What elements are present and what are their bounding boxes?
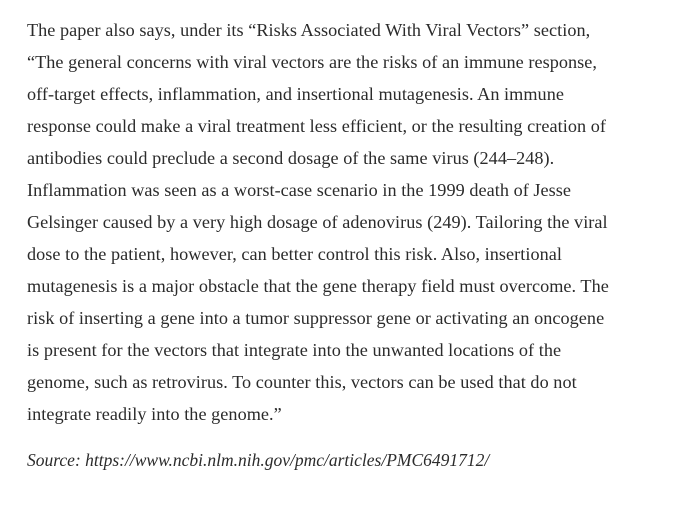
paragraph-line: Inflammation was seen as a worst-case sc… [27,180,572,200]
paragraph-line: Gelsinger caused by a very high dosage o… [27,212,608,232]
paragraph-line: integrate readily into the genome.” [27,404,282,424]
paragraph-line: off-target effects, inflammation, and in… [27,84,564,104]
paragraph-line: risk of inserting a gene into a tumor su… [27,308,605,328]
quote-paragraph: The paper also says, under its “Risks As… [27,14,667,430]
paragraph-line: The paper also says, under its “Risks As… [27,20,591,40]
article-body: The paper also says, under its “Risks As… [27,14,667,474]
paragraph-line: dose to the patient, however, can better… [27,244,562,264]
paragraph-line: mutagenesis is a major obstacle that the… [27,276,609,296]
paragraph-line: “The general concerns with viral vectors… [27,52,597,72]
source-citation: Source: https://www.ncbi.nlm.nih.gov/pmc… [27,450,490,470]
paragraph-line: genome, such as retrovirus. To counter t… [27,372,577,392]
paragraph-line: is present for the vectors that integrat… [27,340,562,360]
paragraph-line: antibodies could preclude a second dosag… [27,148,555,168]
paragraph-line: response could make a viral treatment le… [27,116,606,136]
